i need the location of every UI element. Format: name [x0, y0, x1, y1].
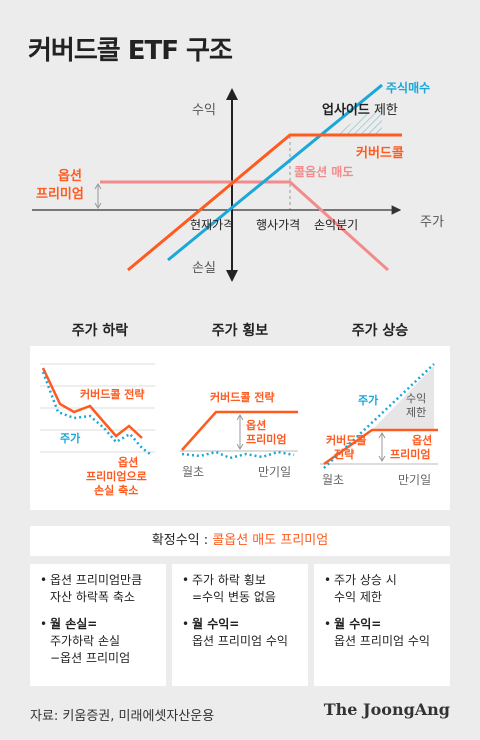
sideways-stock-line — [181, 450, 295, 460]
payoff-diagram: 수익 손실 주가 주식매수 업사이드 제한 커버드콜 콜옵션 매도 옵션 프리미… — [32, 80, 444, 282]
confirmed-income-value: 콜옵션 매도 프리미엄 — [212, 533, 329, 548]
confirmed-income-bar: 확정수익 : 콜옵션 매도 프리미엄 — [30, 526, 450, 556]
rise-cc-line — [323, 428, 438, 466]
rise-prem-1: 옵션 — [412, 434, 432, 447]
covered-call-line — [127, 133, 402, 272]
rise-cc-1: 커버드콜 — [326, 433, 366, 447]
rise-x-start: 월초 — [322, 473, 344, 487]
stock-line — [167, 83, 383, 262]
sideways-cc-label: 커버드콜 전략 — [210, 390, 275, 404]
rise-x-end: 만기일 — [398, 473, 431, 487]
rise-limit-1: 수익 — [406, 392, 426, 405]
decline-stock-label: 주가 — [60, 431, 80, 445]
source-note: 자료: 키움증권, 미래에셋자산운용 — [30, 709, 215, 724]
decline-stock-line — [41, 371, 151, 455]
y-axis-arrow-down — [226, 270, 238, 282]
sideways-prem-1: 옵션 — [246, 419, 266, 432]
rise-stock-line — [323, 363, 435, 469]
sideways-cc-line — [181, 410, 298, 451]
sideways-prem-2: 프리미엄 — [246, 432, 286, 446]
x-current-label: 현재가격 — [190, 218, 234, 232]
panel-title-decline: 주가 하락 — [71, 323, 129, 339]
upside-label: 업사이드 제한 — [322, 102, 398, 118]
rise-limit-area — [372, 366, 434, 430]
upside-hatch — [332, 105, 382, 135]
x-axis-label: 주가 — [420, 215, 444, 230]
panel-title-sideways: 주가 횡보 — [211, 323, 269, 339]
sideways-x-start: 월초 — [182, 465, 204, 479]
panel-decline: 커버드콜 전략 주가 옵션 프리미엄으로 손실 축소 — [30, 346, 170, 510]
decline-note-3: 손실 축소 — [94, 483, 138, 497]
decline-note-2: 프리미엄으로 — [86, 469, 147, 483]
call-sell-label: 콜옵션 매도 — [294, 164, 353, 179]
premium-label-1: 옵션 — [58, 168, 82, 184]
rise-cc-2: 전략 — [334, 447, 354, 461]
panel-title-rise: 주가 상승 — [351, 323, 409, 339]
panel-rise: 주가 수익 제한 커버드콜 전략 옵션 프리미엄 월초 만기일 — [310, 346, 450, 510]
stock-label: 주식매수 — [386, 80, 430, 95]
y-axis-arrow-up — [226, 88, 238, 100]
premium-label-2: 프리미엄 — [36, 186, 84, 202]
brand-logo: The JoongAng — [323, 700, 450, 719]
decline-cc-line — [41, 367, 143, 439]
covered-call-label: 커버드콜 — [356, 145, 404, 161]
decline-note-1: 옵션 — [118, 456, 138, 469]
summary-box-sideways: 주가 하락 횡보=수익 변동 없음 월 수익=옵션 프리미엄 수익 — [172, 564, 308, 686]
summary-box-rise: 주가 상승 시수익 제한 월 수익=옵션 프리미엄 수익 — [314, 564, 450, 686]
call-sell-line — [100, 180, 390, 272]
panel-sideways: 커버드콜 전략 옵션 프리미엄 월초 만기일 — [170, 346, 310, 510]
confirmed-income-label: 확정수익 : — [151, 533, 213, 548]
rise-stock-label: 주가 — [358, 393, 378, 407]
x-strike-label: 행사가격 — [256, 217, 300, 232]
y-axis-bottom-label: 손실 — [192, 261, 216, 276]
rise-limit-2: 제한 — [406, 406, 426, 419]
page-title: 커버드콜 ETF 구조 — [28, 36, 233, 66]
rise-prem-2: 프리미엄 — [390, 447, 430, 461]
y-axis-top-label: 수익 — [192, 103, 216, 118]
x-breakeven-label: 손익분기 — [314, 218, 358, 232]
decline-cc-label: 커버드콜 전략 — [80, 387, 145, 401]
sideways-x-end: 만기일 — [258, 465, 291, 479]
